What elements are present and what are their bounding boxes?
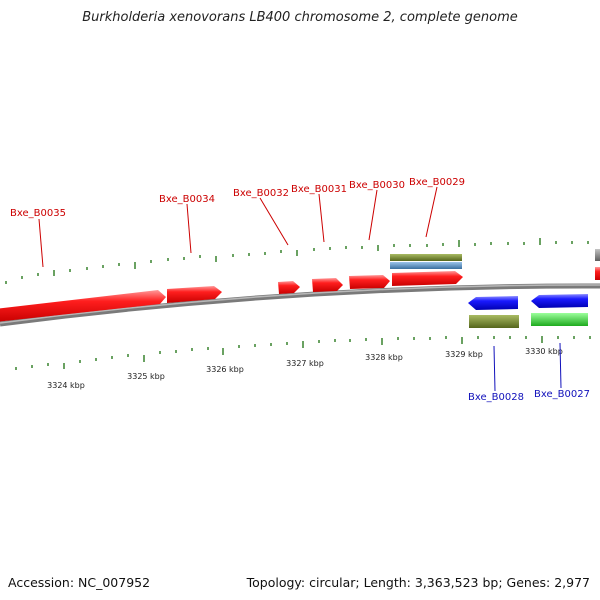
gene-arrow-bxe-b0032[interactable]: [278, 281, 300, 294]
map-title: Burkholderia xenovorans LB400 chromosome…: [82, 10, 518, 25]
backbone: [0, 283, 600, 327]
outer-tick-row: [5, 238, 589, 284]
kbp-label: 3330 kbp: [525, 347, 563, 356]
gene-label-bxe-b0028[interactable]: Bxe_B0028: [468, 392, 524, 403]
feature-block-olive-lower: [469, 315, 519, 328]
kbp-label: 3327 kbp: [286, 359, 324, 368]
kbp-label: 3328 kbp: [365, 353, 403, 362]
accession-text: Accession: NC_007952: [8, 575, 151, 590]
gene-label-bxe-b0027[interactable]: Bxe_B0027: [534, 389, 590, 400]
leader-line: [186, 203, 192, 254]
gene-arrow-bxe-b0035[interactable]: [0, 290, 166, 322]
gene-arrow-bxe-b0028[interactable]: [468, 296, 518, 310]
feature-block-olive: [390, 254, 462, 261]
leader-line: [493, 345, 496, 392]
leader-line: [368, 189, 378, 241]
gene-arrow-edge-right[interactable]: [595, 267, 600, 280]
gene-arrow-bxe-b0031[interactable]: [312, 278, 343, 292]
kbp-label: 3324 kbp: [47, 381, 85, 390]
gene-arrow-bxe-b0034[interactable]: [167, 286, 222, 303]
inner-tick-row: [15, 336, 591, 370]
kbp-label: 3325 kbp: [127, 372, 165, 381]
leader-line: [559, 342, 562, 389]
leader-line: [259, 197, 289, 246]
gene-arrow-bxe-b0030[interactable]: [349, 275, 390, 289]
feature-block-gray-edge: [595, 249, 600, 261]
gene-arrow-bxe-b0027[interactable]: [531, 294, 588, 308]
feature-block-steel-blue: [390, 262, 462, 269]
gene-label-bxe-b0031[interactable]: Bxe_B0031: [291, 184, 347, 195]
feature-block-green-lower: [531, 313, 588, 326]
leader-line: [318, 193, 325, 243]
leader-line: [425, 186, 438, 238]
gene-label-bxe-b0035[interactable]: Bxe_B0035: [10, 208, 66, 219]
gene-arrow-bxe-b0029[interactable]: [392, 271, 463, 286]
gene-label-bxe-b0034[interactable]: Bxe_B0034: [159, 194, 215, 205]
gene-label-bxe-b0029[interactable]: Bxe_B0029: [409, 177, 465, 188]
kbp-label: 3326 kbp: [206, 365, 244, 374]
genome-stats-text: Topology: circular; Length: 3,363,523 bp…: [246, 575, 590, 590]
kbp-label: 3329 kbp: [445, 350, 483, 359]
gene-label-bxe-b0030[interactable]: Bxe_B0030: [349, 180, 405, 191]
gene-label-bxe-b0032[interactable]: Bxe_B0032: [233, 188, 289, 199]
leader-line: [38, 218, 44, 268]
